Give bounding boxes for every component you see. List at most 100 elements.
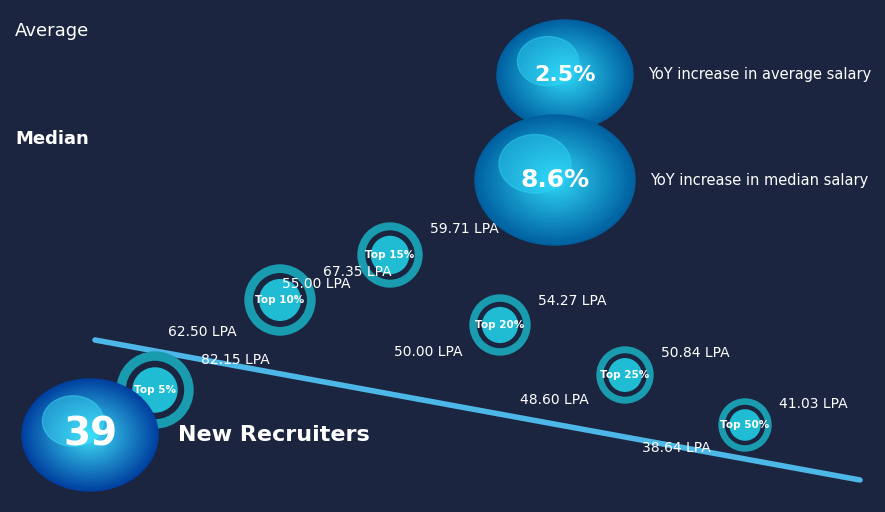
Ellipse shape (515, 34, 615, 116)
Ellipse shape (133, 368, 177, 412)
Ellipse shape (509, 30, 620, 120)
Ellipse shape (505, 27, 625, 123)
Ellipse shape (547, 61, 582, 89)
Ellipse shape (553, 65, 577, 85)
Ellipse shape (508, 29, 622, 121)
Ellipse shape (515, 147, 595, 212)
Ellipse shape (40, 394, 141, 477)
Ellipse shape (523, 154, 587, 206)
Ellipse shape (88, 434, 91, 436)
Ellipse shape (71, 419, 109, 451)
Ellipse shape (53, 405, 127, 465)
Ellipse shape (526, 43, 604, 107)
Ellipse shape (500, 22, 630, 128)
Ellipse shape (245, 265, 315, 335)
Text: 39: 39 (63, 416, 117, 454)
Ellipse shape (493, 130, 618, 231)
Ellipse shape (527, 44, 603, 106)
Ellipse shape (56, 407, 124, 463)
Ellipse shape (529, 159, 581, 201)
Text: Top 15%: Top 15% (366, 250, 415, 260)
Ellipse shape (513, 33, 617, 117)
Ellipse shape (37, 391, 143, 479)
Ellipse shape (559, 71, 571, 79)
Ellipse shape (501, 24, 629, 126)
Ellipse shape (366, 231, 414, 279)
Text: Top 25%: Top 25% (600, 370, 650, 380)
Text: 54.27 LPA: 54.27 LPA (538, 294, 606, 308)
Text: Median: Median (15, 130, 88, 148)
Ellipse shape (489, 126, 620, 233)
Ellipse shape (482, 308, 518, 343)
Text: 59.71 LPA: 59.71 LPA (430, 222, 499, 237)
Ellipse shape (372, 237, 409, 273)
Ellipse shape (554, 66, 576, 84)
Ellipse shape (513, 146, 596, 214)
Ellipse shape (499, 135, 611, 225)
Ellipse shape (81, 427, 99, 443)
Ellipse shape (525, 155, 585, 205)
Ellipse shape (478, 303, 522, 348)
Text: Top 5%: Top 5% (134, 385, 176, 395)
Ellipse shape (528, 45, 602, 104)
Ellipse shape (68, 417, 112, 453)
Ellipse shape (719, 399, 771, 451)
Ellipse shape (483, 121, 627, 239)
Ellipse shape (549, 175, 561, 185)
Ellipse shape (597, 347, 653, 403)
Ellipse shape (538, 53, 592, 97)
Ellipse shape (521, 40, 609, 110)
Ellipse shape (518, 36, 579, 86)
Ellipse shape (564, 74, 566, 76)
Ellipse shape (254, 274, 306, 326)
Ellipse shape (88, 433, 93, 437)
Ellipse shape (557, 69, 573, 81)
Ellipse shape (29, 385, 151, 485)
Ellipse shape (22, 379, 158, 491)
Ellipse shape (491, 128, 619, 232)
Ellipse shape (521, 153, 589, 207)
Ellipse shape (543, 171, 566, 189)
Ellipse shape (505, 140, 604, 220)
Ellipse shape (726, 406, 765, 444)
Ellipse shape (30, 386, 150, 484)
Ellipse shape (517, 149, 594, 211)
Ellipse shape (730, 410, 760, 440)
Ellipse shape (523, 41, 607, 109)
Ellipse shape (531, 48, 599, 102)
Ellipse shape (47, 399, 134, 471)
Ellipse shape (50, 401, 131, 468)
Ellipse shape (542, 56, 589, 94)
Ellipse shape (63, 413, 117, 457)
Ellipse shape (509, 142, 602, 218)
Ellipse shape (73, 421, 106, 449)
Ellipse shape (70, 418, 111, 452)
Ellipse shape (65, 415, 114, 455)
Ellipse shape (60, 410, 120, 460)
Ellipse shape (67, 416, 113, 454)
Ellipse shape (35, 389, 146, 481)
Ellipse shape (35, 390, 144, 480)
Text: 41.03 LPA: 41.03 LPA (779, 397, 848, 411)
Ellipse shape (529, 47, 600, 103)
Ellipse shape (477, 116, 634, 244)
Ellipse shape (504, 26, 627, 124)
Text: YoY increase in average salary: YoY increase in average salary (648, 68, 871, 82)
Ellipse shape (520, 39, 610, 111)
Ellipse shape (527, 158, 582, 202)
Ellipse shape (609, 359, 642, 391)
Text: YoY increase in median salary: YoY increase in median salary (650, 173, 868, 187)
Ellipse shape (531, 160, 579, 200)
Ellipse shape (73, 420, 108, 450)
Ellipse shape (475, 115, 635, 245)
Ellipse shape (33, 388, 147, 482)
Ellipse shape (504, 138, 606, 222)
Ellipse shape (75, 423, 105, 447)
Ellipse shape (58, 408, 123, 462)
Ellipse shape (539, 167, 571, 193)
Ellipse shape (32, 387, 149, 483)
Ellipse shape (562, 73, 567, 77)
Ellipse shape (524, 42, 606, 108)
Ellipse shape (519, 150, 592, 210)
Ellipse shape (55, 406, 126, 464)
